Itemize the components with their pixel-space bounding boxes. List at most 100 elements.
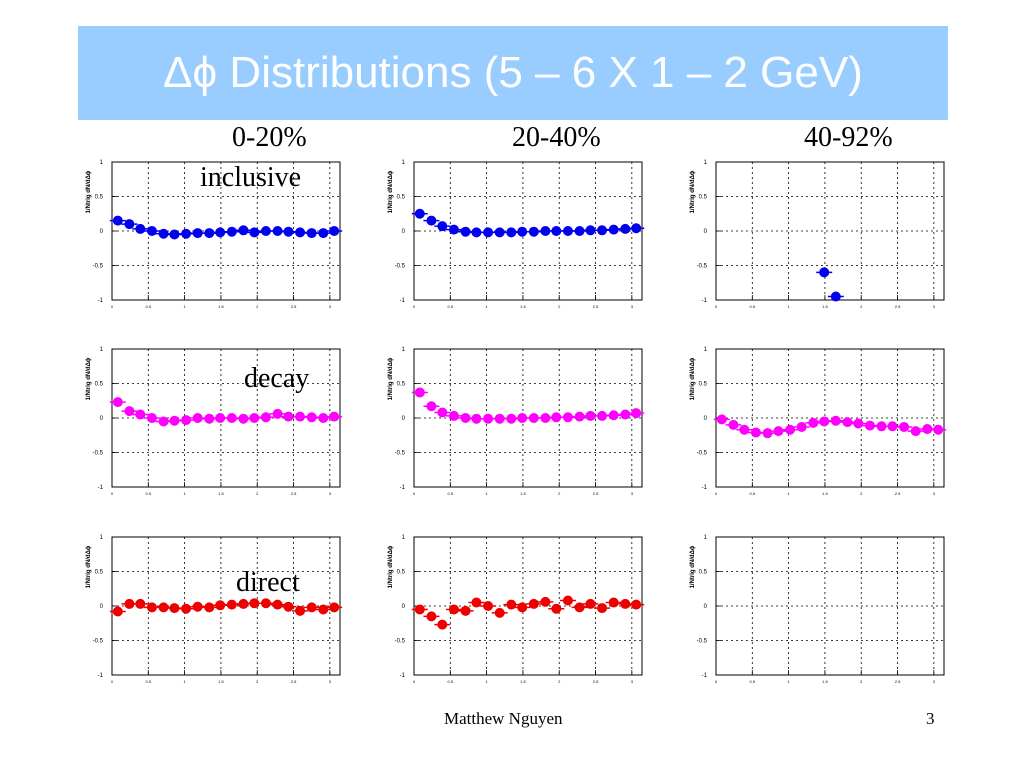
- data-point: [158, 228, 169, 239]
- data-point: [716, 414, 727, 425]
- data-point: [135, 409, 146, 420]
- data-point: [842, 417, 853, 428]
- data-point: [295, 411, 306, 422]
- data-point: [112, 215, 123, 226]
- data-point: [295, 605, 306, 616]
- x-tick-label: 2: [558, 491, 561, 496]
- y-tick-label: 1: [100, 535, 104, 541]
- data-point: [135, 223, 146, 234]
- plot-panel-direct: 1 0.5 0 -0.5 -1 0 0.5 1 1.5 2 2.5 3 1/Ntrig dN/dΔϕ: [690, 535, 945, 684]
- x-tick-label: 2: [558, 304, 561, 309]
- x-tick-label: 1: [183, 491, 186, 496]
- data-point: [112, 397, 123, 408]
- x-tick-label: 1: [183, 679, 186, 684]
- data-point: [226, 413, 237, 423]
- y-axis-label: 1/Ntrig dN/dΔϕ: [388, 170, 394, 213]
- y-tick-label: -1: [702, 673, 708, 679]
- title-bar: Δϕ Distributions (5 – 6 X 1 – 2 GeV): [78, 26, 948, 120]
- data-point: [551, 603, 562, 614]
- data-point: [318, 413, 329, 423]
- y-tick-label: 1: [402, 347, 406, 353]
- data-point: [460, 226, 471, 237]
- y-tick-label: -0.5: [697, 639, 708, 645]
- x-tick-label: 0.5: [448, 679, 454, 684]
- data-point: [146, 226, 157, 236]
- data-point: [238, 598, 249, 609]
- data-point: [158, 602, 169, 613]
- data-point: [574, 602, 585, 613]
- data-point: [238, 413, 249, 424]
- data-point: [608, 224, 619, 235]
- data-point: [318, 228, 329, 239]
- data-point: [169, 603, 180, 614]
- plot-panel-decay: 1 0.5 0 -0.5 -1 0 0.5 1 1.5 2 2.5 3 1/Ntrig dN/dΔϕ: [86, 347, 343, 496]
- data-point: [426, 611, 437, 622]
- slide-title: Δϕ Distributions (5 – 6 X 1 – 2 GeV): [163, 48, 863, 97]
- column-label-40-92: 40-92%: [804, 122, 893, 153]
- data-point: [426, 215, 437, 226]
- y-tick-label: 0: [402, 229, 406, 235]
- x-tick-label: 1: [485, 679, 488, 684]
- data-point: [819, 416, 830, 427]
- y-tick-label: -1: [98, 485, 104, 491]
- y-tick-label: -0.5: [395, 451, 406, 457]
- x-tick-label: 1.5: [520, 679, 526, 684]
- data-point: [260, 226, 271, 236]
- data-point: [608, 597, 619, 608]
- data-point: [260, 412, 271, 423]
- plot-frame: [715, 536, 945, 676]
- data-point: [922, 424, 933, 435]
- x-tick-label: 0.5: [448, 304, 454, 309]
- data-point: [192, 601, 203, 612]
- data-point: [773, 426, 784, 437]
- data-point: [448, 410, 459, 421]
- data-point: [551, 226, 562, 236]
- data-point: [608, 410, 619, 421]
- data-point: [181, 415, 192, 426]
- x-tick-label: 0: [111, 491, 114, 496]
- data-point: [506, 413, 517, 424]
- data-point: [146, 413, 157, 423]
- data-point: [471, 413, 482, 424]
- column-label-20-40: 20-40%: [512, 122, 601, 153]
- y-tick-label: 0.5: [95, 570, 104, 576]
- y-axis-label: 1/Ntrig dN/dΔϕ: [86, 545, 92, 588]
- y-tick-label: 1: [704, 160, 708, 166]
- data-point: [830, 415, 841, 426]
- data-point: [283, 411, 294, 422]
- y-tick-label: -0.5: [93, 264, 104, 270]
- y-tick-label: -1: [400, 673, 406, 679]
- y-axis-label: 1/Ntrig dN/dΔϕ: [388, 357, 394, 400]
- y-tick-label: -1: [400, 298, 406, 304]
- x-tick-label: 1.5: [218, 679, 224, 684]
- x-tick-label: 1.5: [822, 304, 828, 309]
- data-point: [272, 226, 283, 236]
- data-point: [181, 228, 192, 239]
- data-point: [540, 226, 551, 236]
- y-tick-label: 1: [100, 160, 104, 166]
- data-point: [785, 424, 796, 435]
- data-point: [899, 421, 910, 432]
- x-tick-label: 2: [860, 491, 863, 496]
- data-point: [750, 427, 761, 438]
- data-point: [808, 417, 819, 428]
- x-tick-label: 2.5: [291, 679, 297, 684]
- data-point: [620, 409, 631, 420]
- plot-panel-inclusive: 1 0.5 0 -0.5 -1 0 0.5 1 1.5 2 2.5 3 1/Ntrig dN/dΔϕ: [388, 160, 645, 309]
- x-tick-label: 1: [485, 491, 488, 496]
- data-point: [585, 225, 596, 236]
- data-point: [460, 413, 471, 423]
- data-point: [329, 226, 340, 236]
- x-tick-label: 1.5: [520, 491, 526, 496]
- x-tick-label: 2: [860, 679, 863, 684]
- data-point: [540, 413, 551, 423]
- data-point: [283, 601, 294, 612]
- x-tick-label: 0: [715, 304, 718, 309]
- y-tick-label: 0.5: [397, 570, 406, 576]
- data-point: [585, 410, 596, 421]
- data-point: [597, 225, 608, 236]
- data-point: [517, 413, 528, 423]
- data-point: [483, 601, 494, 611]
- x-tick-label: 1.5: [822, 679, 828, 684]
